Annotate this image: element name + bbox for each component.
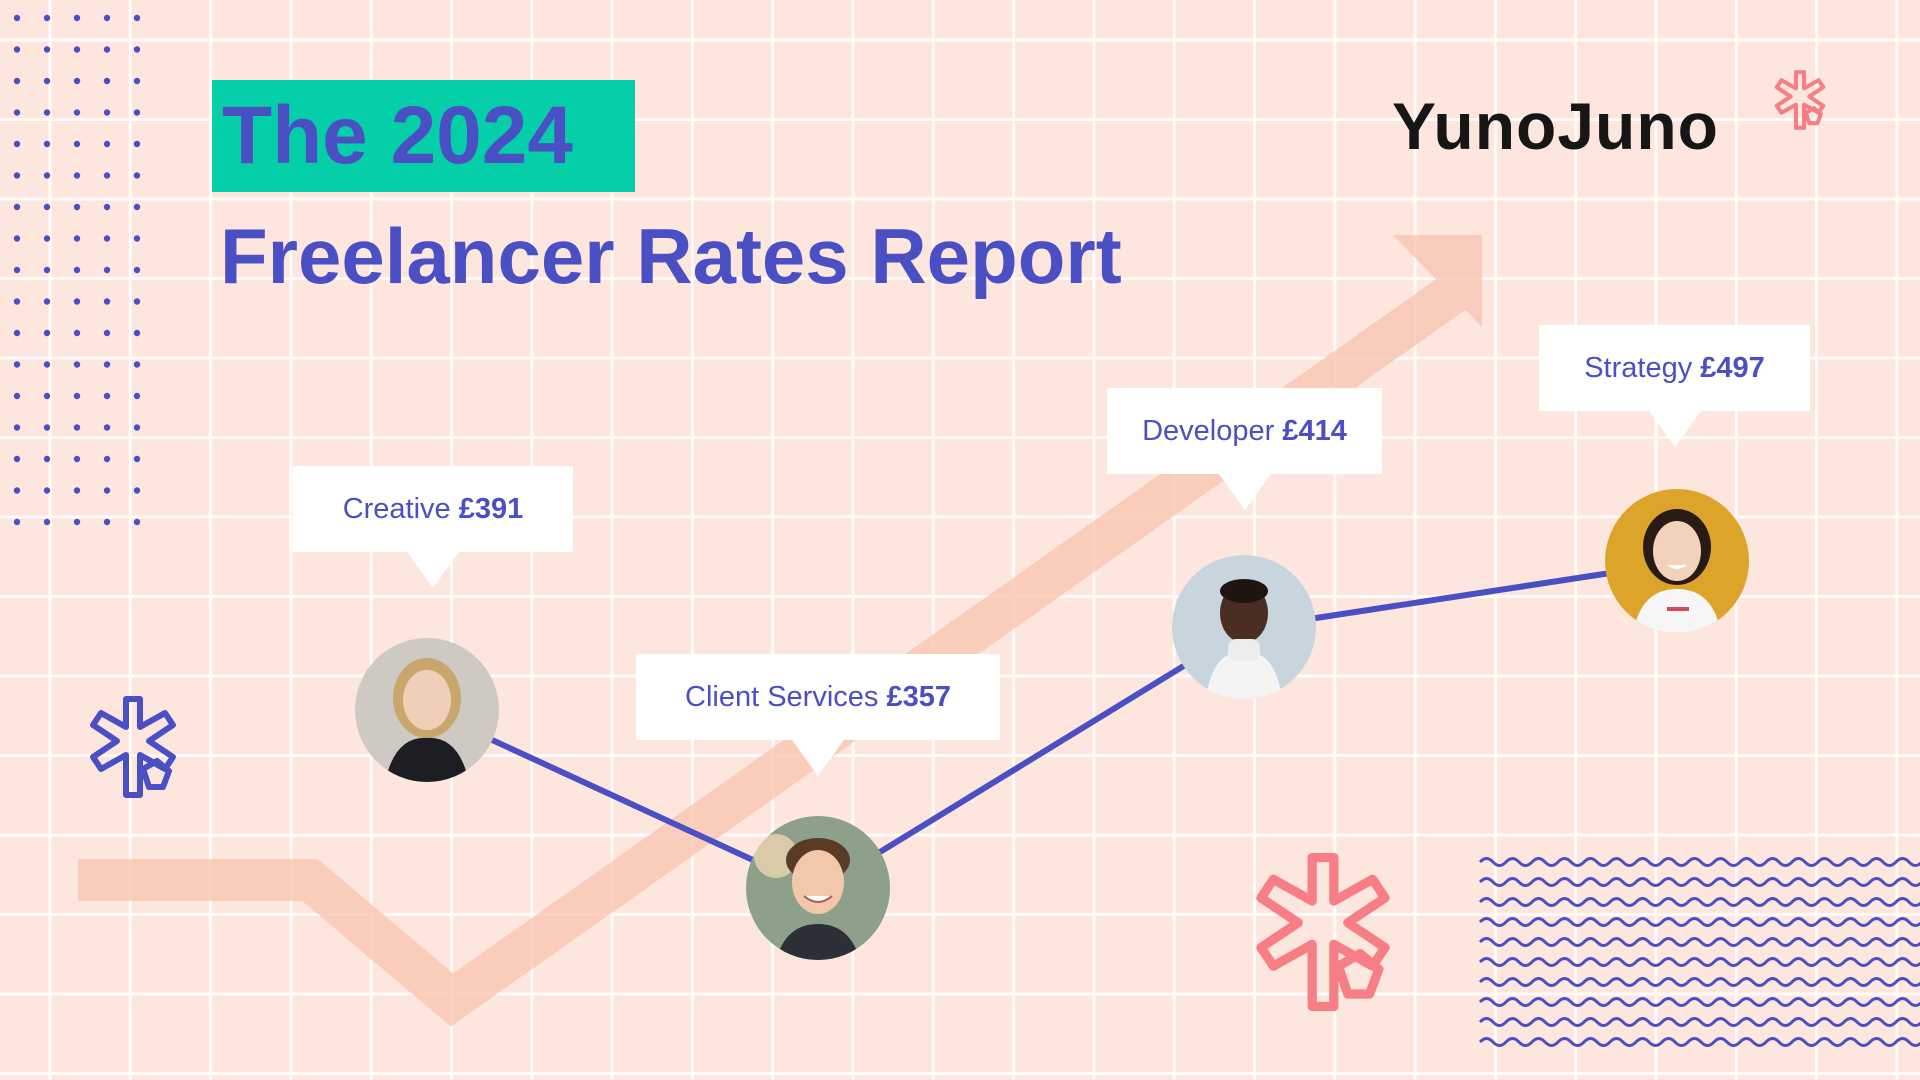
- role-name: Creative: [342, 493, 451, 525]
- yunojuno-asterisk-icon: [90, 696, 176, 798]
- role-name: Client Services: [685, 681, 879, 713]
- rate-label-creative: Creative £391: [293, 466, 573, 588]
- report-title-year: The 2024: [212, 80, 635, 192]
- role-name: Strategy: [1584, 352, 1693, 384]
- role-rate: £391: [458, 493, 524, 525]
- role-rate: £497: [1700, 352, 1765, 384]
- coral-asterisk-icon: [1256, 852, 1390, 1012]
- rate-label-developer: Developer £414: [1107, 388, 1382, 510]
- report-title: Freelancer Rates Report: [220, 212, 1122, 300]
- rate-trend-line: [425, 560, 1677, 894]
- rate-label-strategy: Strategy £497: [1539, 325, 1810, 447]
- wave-pattern-decoration: [1478, 857, 1920, 1047]
- client-services-avatar: [746, 816, 890, 960]
- role-rate: £414: [1282, 415, 1347, 447]
- trend-arrow-decoration: [78, 235, 1482, 1027]
- rate-label-client-services: Client Services £357: [636, 654, 1000, 776]
- creative-avatar: [355, 638, 499, 782]
- developer-avatar: [1172, 555, 1316, 699]
- dot-grid-decoration: [13, 14, 141, 526]
- role-name: Developer: [1142, 415, 1275, 447]
- yunojuno-logo: YunoJuno: [1392, 89, 1719, 163]
- strategy-avatar: [1605, 489, 1749, 633]
- role-rate: £357: [886, 681, 951, 713]
- logo-asterisk-icon: [1774, 70, 1826, 130]
